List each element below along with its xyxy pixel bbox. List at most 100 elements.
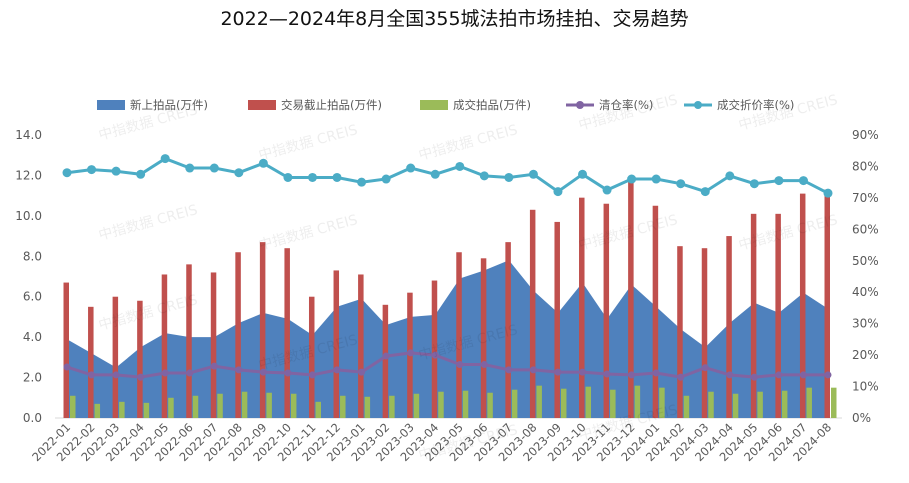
point-discount-rate (160, 154, 170, 164)
bar-deadline-items (63, 282, 69, 418)
bar-deadline-items (579, 197, 585, 418)
point-clearance-rate (284, 369, 292, 377)
watermark: 中指数据 CREIS (257, 212, 360, 254)
bar-deadline-items (456, 252, 462, 418)
point-discount-rate (381, 174, 391, 184)
point-clearance-rate (750, 373, 758, 381)
point-discount-rate (258, 158, 268, 168)
bar-deadline-items (210, 272, 217, 418)
point-clearance-rate (358, 368, 366, 376)
y-right-tick-label: 20% (852, 348, 879, 362)
bar-deadline-items (480, 258, 487, 418)
point-discount-rate (823, 188, 833, 198)
legend-label: 交易截止拍品(万件) (281, 98, 382, 112)
point-clearance-rate (554, 368, 562, 376)
point-discount-rate (528, 169, 538, 179)
point-discount-rate (406, 163, 416, 173)
bar-deadline-items (701, 248, 708, 418)
y-right-tick-label: 0% (852, 411, 871, 425)
point-discount-rate (430, 169, 440, 179)
point-clearance-rate (775, 371, 783, 379)
point-clearance-rate (579, 368, 587, 376)
point-clearance-rate (628, 371, 636, 379)
bar-deadline-items (284, 248, 290, 418)
point-clearance-rate (112, 371, 120, 379)
y-right-tick-label: 60% (852, 222, 879, 236)
bar-sold-items (266, 392, 272, 418)
point-clearance-rate (186, 369, 194, 377)
legend-marker-icon (576, 101, 584, 109)
legend-swatch-icon (248, 100, 276, 110)
bar-deadline-items (726, 236, 732, 418)
y-right-tick-label: 90% (852, 128, 879, 142)
point-clearance-rate (456, 361, 464, 369)
bar-sold-items (438, 391, 444, 418)
bar-deadline-items (799, 193, 806, 418)
bar-sold-items (119, 401, 125, 418)
bar-deadline-items (431, 280, 438, 418)
point-discount-rate (111, 166, 121, 176)
bar-sold-items (560, 388, 567, 418)
bar-sold-items (511, 389, 518, 418)
y-right-tick-label: 50% (852, 254, 879, 268)
y-right-tick-label: 70% (852, 191, 879, 205)
watermark: 中指数据 CREIS (417, 122, 520, 164)
bar-deadline-items (529, 209, 536, 418)
point-clearance-rate (824, 371, 832, 379)
bar-deadline-items (112, 296, 119, 418)
bar-sold-items (634, 385, 641, 418)
y-right-tick-label: 10% (852, 380, 879, 394)
point-discount-rate (283, 172, 293, 182)
line-discount-rate (66, 156, 829, 195)
point-discount-rate (136, 169, 146, 179)
bar-sold-items (757, 391, 763, 418)
bar-sold-items (143, 402, 150, 418)
point-discount-rate (578, 169, 588, 179)
point-clearance-rate (63, 363, 71, 371)
point-discount-rate (553, 187, 563, 197)
y-left-tick-label: 4.0 (23, 330, 42, 344)
point-clearance-rate (505, 366, 513, 374)
point-discount-rate (504, 172, 514, 182)
point-discount-rate (749, 179, 759, 189)
point-clearance-rate (677, 373, 685, 381)
point-clearance-rate (480, 361, 488, 369)
point-discount-rate (234, 168, 244, 178)
bar-deadline-items (88, 306, 94, 418)
point-discount-rate (725, 171, 735, 181)
point-discount-rate (676, 179, 686, 189)
point-discount-rate (185, 163, 195, 173)
point-discount-rate (700, 187, 710, 197)
y-left-tick-label: 14.0 (15, 128, 42, 142)
legend-label: 新上拍品(万件) (130, 98, 208, 112)
watermark: 中指数据 CREIS (257, 122, 360, 164)
point-clearance-rate (382, 352, 390, 360)
point-clearance-rate (603, 370, 611, 378)
y-left-tick-label: 0.0 (23, 411, 42, 425)
bar-deadline-items (186, 264, 192, 418)
point-clearance-rate (259, 368, 267, 376)
point-discount-rate (774, 176, 784, 186)
bar-sold-items (364, 396, 371, 418)
point-discount-rate (209, 163, 219, 173)
point-clearance-rate (161, 369, 169, 377)
bar-sold-items (806, 387, 812, 418)
legend-label: 成交折价率(%) (717, 98, 794, 112)
bar-sold-items (659, 387, 665, 418)
bar-sold-items (217, 393, 223, 418)
point-clearance-rate (652, 369, 660, 377)
bar-sold-items (487, 392, 493, 418)
bar-sold-items (168, 397, 174, 418)
legend-swatch-icon (420, 100, 448, 110)
y-left-tick-label: 6.0 (23, 290, 42, 304)
point-discount-rate (479, 171, 489, 181)
bar-sold-items (70, 395, 76, 418)
y-right-tick-label: 40% (852, 285, 879, 299)
point-discount-rate (455, 161, 465, 171)
bar-sold-items (340, 395, 346, 418)
chart-title: 2022—2024年8月全国355城法拍市场挂拍、交易趋势 (220, 8, 689, 30)
bar-sold-items (610, 389, 616, 418)
y-right-tick-label: 30% (852, 317, 879, 331)
point-discount-rate (651, 174, 661, 184)
